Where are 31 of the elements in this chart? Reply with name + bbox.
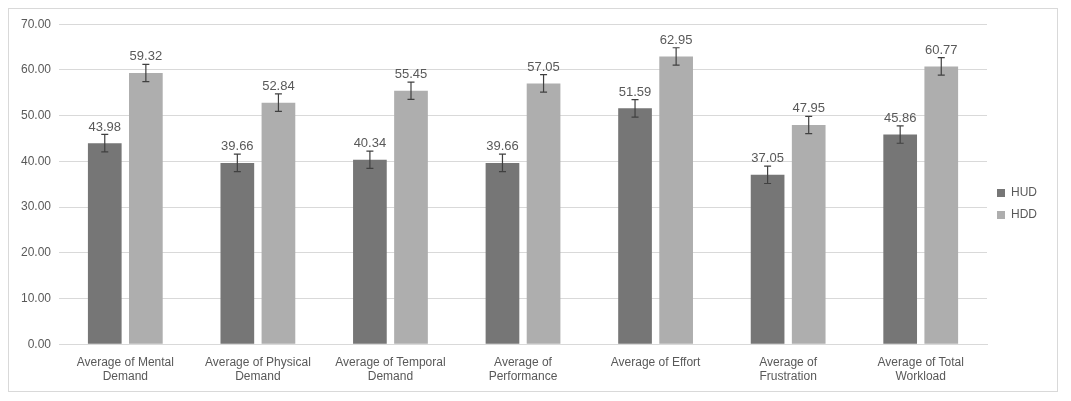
- y-tick-label: 50.00: [21, 107, 52, 122]
- data-label: 43.98: [88, 118, 122, 134]
- data-label: 37.05: [751, 150, 784, 166]
- y-tick-label: 30.00: [21, 199, 52, 214]
- y-tick-label: 60.00: [21, 62, 52, 77]
- y-tick-label: 20.00: [21, 245, 52, 260]
- data-label: 52.84: [262, 78, 295, 94]
- x-tick-label: Average of Performance: [488, 354, 558, 384]
- y-tick-label: 70.00: [21, 16, 52, 31]
- data-label: 57.05: [527, 58, 560, 74]
- legend-label: HDD: [1011, 207, 1038, 222]
- data-label: 47.95: [792, 100, 825, 116]
- y-tick-label: 0.00: [27, 336, 52, 351]
- data-label: 39.66: [486, 138, 519, 154]
- data-label: 60.77: [924, 41, 958, 57]
- data-label: 51.59: [618, 83, 652, 99]
- x-tick-label: Average of Temporal Demand: [335, 354, 446, 384]
- x-tick-label: Average of Total Workload: [877, 354, 964, 384]
- legend-label: HUD: [1011, 185, 1038, 200]
- x-tick-label: Average of Effort: [610, 354, 702, 369]
- data-label: 62.95: [659, 31, 693, 47]
- data-label: 45.86: [883, 109, 917, 125]
- x-tick-label: Average of Frustration: [759, 354, 818, 384]
- data-label: 39.66: [221, 138, 254, 154]
- data-label: 40.34: [353, 135, 387, 151]
- x-tick-label: Average of Physical Demand: [204, 354, 311, 384]
- data-label: 55.45: [394, 66, 428, 82]
- data-label: 59.32: [129, 48, 163, 64]
- x-tick-label: Average of Mental Demand: [76, 354, 174, 384]
- y-tick-label: 10.00: [21, 290, 52, 305]
- y-tick-label: 40.00: [21, 153, 52, 168]
